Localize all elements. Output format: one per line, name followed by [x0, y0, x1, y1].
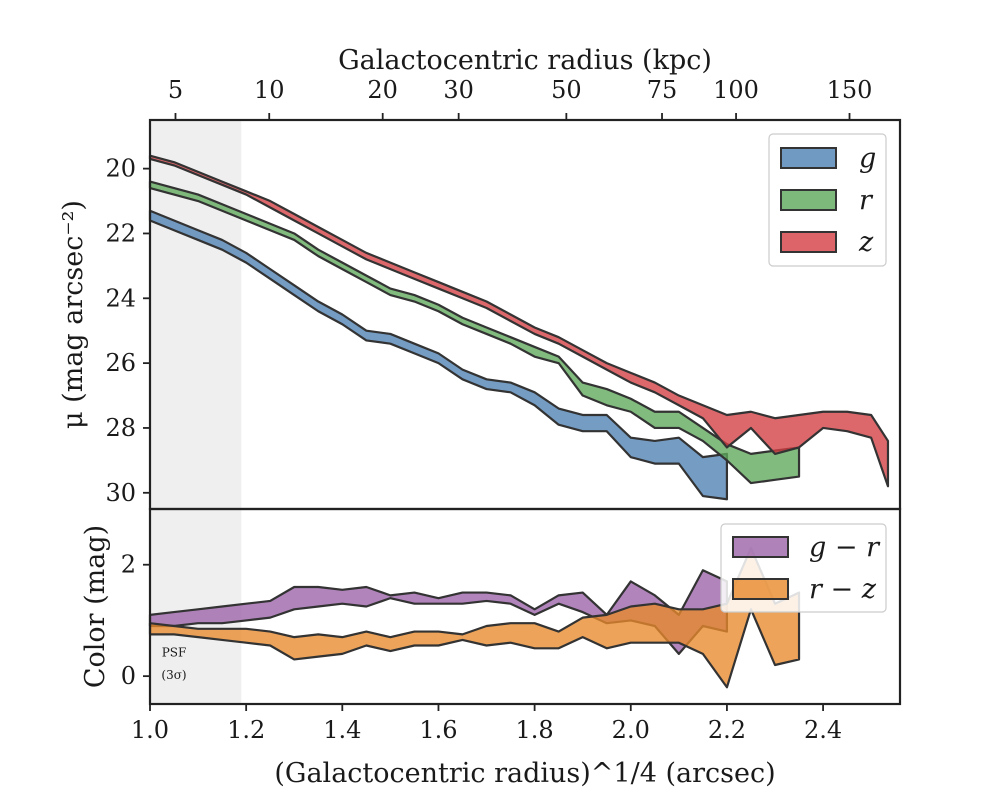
- y-tick-label: 26: [105, 349, 136, 377]
- x-tick-label: 1.6: [419, 716, 457, 744]
- y-tick-label: 22: [105, 219, 136, 247]
- color-bands: [148, 546, 801, 689]
- y-tick-label: 24: [105, 284, 136, 312]
- x-tick-label: 2.0: [612, 716, 650, 744]
- band-z: [148, 154, 890, 488]
- x-tick-label: 1.2: [227, 716, 265, 744]
- top-y-axis-title: μ (mag arcsec⁻²): [58, 200, 89, 429]
- bottom-y-axis-title: Color (mag): [80, 525, 111, 688]
- x-tick-label: 1.0: [131, 716, 169, 744]
- x-tick-label: 1.4: [323, 716, 361, 744]
- top-axis-title: Galactocentric radius (kpc): [338, 45, 712, 76]
- band-r: [148, 180, 801, 485]
- axis-labels: 20 22 24 26 28 30 0 2 1.0 1.2 1.4 1.6 1.8 2.0 2.2 2.4 5 1…: [58, 45, 872, 789]
- y-tick-label: 28: [105, 414, 136, 442]
- x-axis-title: (Galactocentric radius)^1/4 (arcsec): [274, 758, 775, 789]
- y-tick-label: 30: [105, 479, 136, 507]
- bottom-panel-frame: [148, 507, 902, 706]
- x-tick-label: 1.8: [516, 716, 554, 744]
- band-g: [148, 209, 729, 501]
- band-r-z: [148, 546, 801, 689]
- psf-sublabel: (3σ): [161, 668, 186, 682]
- kpc-tick-label: 20: [367, 76, 398, 104]
- y-tick-label: 20: [105, 155, 136, 183]
- kpc-tick-label: 150: [827, 76, 873, 104]
- legend-label-z: z: [858, 227, 874, 258]
- panel-frames: [148, 118, 902, 706]
- legend-label-g: g: [859, 143, 876, 174]
- y-tick-label: 0: [121, 662, 136, 690]
- legend-label-r: r: [859, 185, 874, 216]
- kpc-tick-label: 30: [443, 76, 474, 104]
- kpc-tick-label: 100: [713, 76, 759, 104]
- kpc-tick-label: 50: [551, 76, 582, 104]
- psf-label: PSF: [162, 646, 187, 660]
- x-tick-label: 2.2: [708, 716, 746, 744]
- legend-label-r-z: r − z: [809, 574, 877, 605]
- axis-ticks: [143, 113, 851, 711]
- legend-swatch-r: [780, 189, 837, 211]
- kpc-tick-label: 10: [254, 76, 285, 104]
- legends: grz g − r r − z: [720, 133, 887, 613]
- legend-swatch-r-z: [732, 578, 789, 600]
- legend-swatch-g-r: [732, 536, 789, 558]
- x-tick-label: 2.4: [804, 716, 842, 744]
- legend-swatch-g: [780, 147, 837, 169]
- surface-brightness-bands: [148, 154, 890, 501]
- legend-label-g-r: g − r: [809, 532, 881, 563]
- y-tick-label: 2: [121, 551, 136, 579]
- legend-swatch-z: [780, 231, 837, 253]
- kpc-tick-label: 75: [647, 76, 678, 104]
- kpc-tick-label: 5: [168, 76, 183, 104]
